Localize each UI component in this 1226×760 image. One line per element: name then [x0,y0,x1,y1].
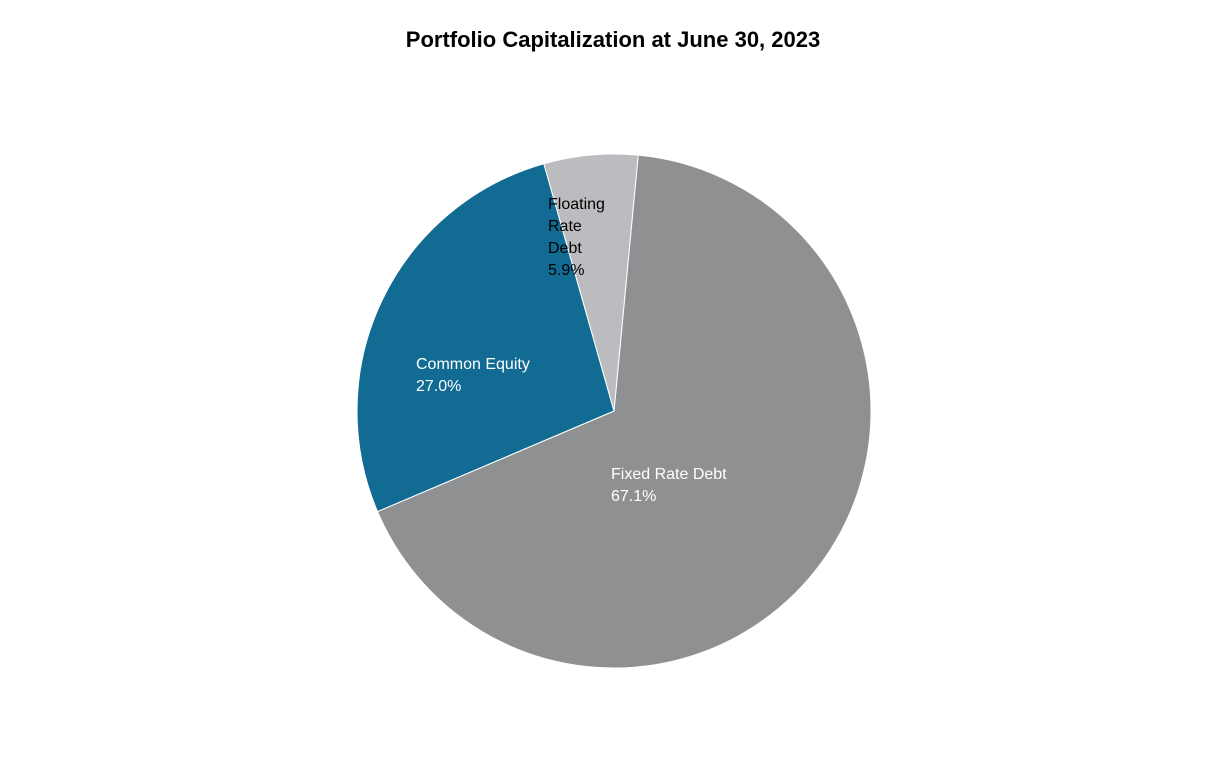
slice-category-label: Common Equity [416,356,530,373]
slice-label: Floating Rate Debt 5.9% [548,196,605,279]
slice-category-label: Fixed Rate Debt [611,466,727,483]
slice-value-label: 5.9% [548,262,584,279]
pie-slice [543,153,639,412]
pie-slice [356,163,615,513]
slice-label: Common Equity 27.0% [416,356,530,395]
chart-title: Portfolio Capitalization at June 30, 202… [405,27,821,52]
slice-category-label: Floating [548,196,605,213]
pie-slice [376,154,872,669]
slice-category-label: Rate [548,218,582,235]
slice-value-label: 67.1% [611,488,656,505]
slice-label: Fixed Rate Debt 67.1% [611,466,727,505]
slice-category-label: Debt [548,240,582,257]
slice-value-label: 27.0% [416,378,461,395]
